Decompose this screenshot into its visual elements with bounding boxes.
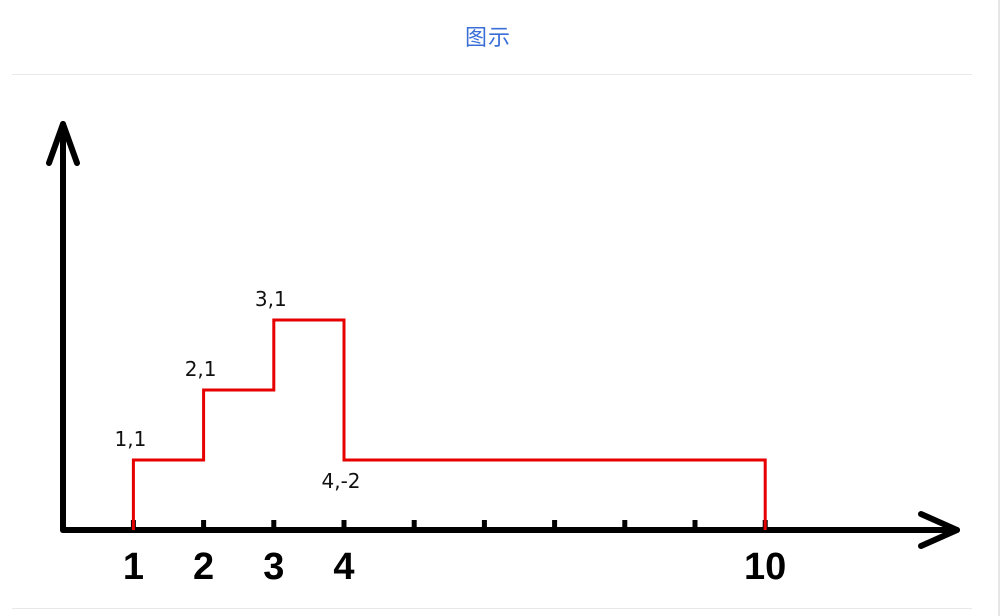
axes [46, 121, 960, 549]
point-label-1: 1,1 [114, 427, 146, 451]
window-right-edge [998, 0, 1000, 616]
point-label-2: 2,1 [185, 357, 217, 381]
y-axis-arrowhead [46, 121, 80, 166]
x-tick-label-10: 10 [744, 546, 786, 588]
point-label-4: 4,-2 [321, 469, 360, 493]
x-tick-label-4: 4 [333, 546, 354, 588]
x-axis-tick-labels: 1 2 3 4 10 [123, 546, 787, 588]
x-tick-label-1: 1 [123, 546, 144, 588]
x-tick-label-2: 2 [193, 546, 214, 588]
x-axis-arrowhead [918, 511, 960, 549]
tab-header: 图示 [12, 0, 972, 75]
x-tick-label-3: 3 [263, 546, 284, 588]
step-function-line [131, 318, 767, 530]
point-annotations: 1,1 2,1 3,1 4,-2 [114, 287, 360, 493]
bottom-divider [12, 608, 972, 609]
tab-diagram[interactable]: 图示 [464, 26, 511, 51]
point-label-3: 3,1 [255, 287, 287, 311]
